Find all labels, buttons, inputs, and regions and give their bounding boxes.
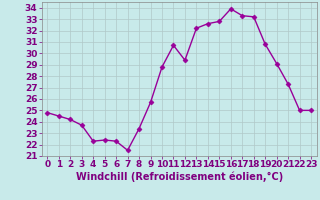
X-axis label: Windchill (Refroidissement éolien,°C): Windchill (Refroidissement éolien,°C) (76, 172, 283, 182)
